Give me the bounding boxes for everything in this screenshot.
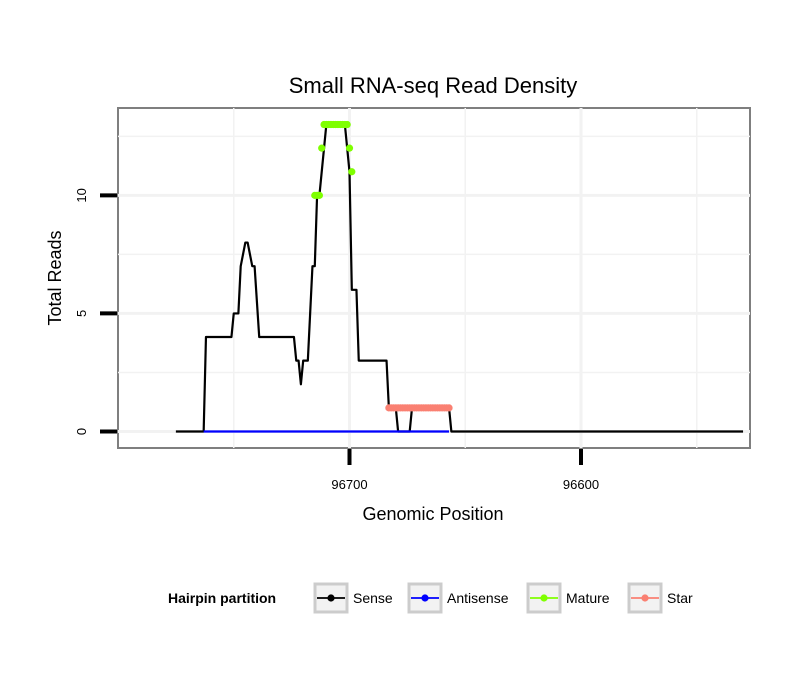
series-mature-point [343, 120, 351, 129]
legend-label: Star [667, 590, 693, 606]
series-mature-point [318, 144, 326, 152]
legend-item-sense: Sense [313, 582, 393, 614]
legend-label: Sense [353, 590, 393, 606]
legend-item-mature: Mature [526, 582, 610, 614]
axes: 96700 96600 0 5 10 [74, 188, 599, 492]
series-star-point [445, 404, 453, 412]
legend-label: Mature [566, 590, 610, 606]
legend-label: Antisense [447, 590, 509, 606]
legend: Hairpin partition Sense Antisense Mature St… [168, 582, 693, 614]
legend-title: Hairpin partition [168, 590, 276, 606]
chart-title: Small RNA-seq Read Density [289, 73, 578, 98]
legend-key-point [641, 594, 649, 602]
legend-key-point [421, 594, 429, 602]
series-mature-point [315, 191, 324, 199]
legend-item-antisense: Antisense [407, 582, 509, 614]
plot-panel [117, 107, 751, 449]
x-tick-label: 96700 [331, 477, 367, 492]
y-tick-label: 10 [74, 188, 89, 202]
series-mature-point [345, 144, 354, 152]
series-sense-line [175, 123, 744, 433]
series-layer [175, 120, 744, 433]
series-mature-point [348, 168, 356, 176]
x-tick-label: 96600 [563, 477, 599, 492]
legend-key-point [540, 594, 548, 602]
legend-key-point [327, 594, 335, 602]
y-tick-label: 5 [74, 310, 89, 317]
y-axis-label: Total Reads [45, 230, 65, 325]
y-tick-label: 0 [74, 428, 89, 435]
legend-item-star: Star [627, 582, 693, 614]
x-axis-label: Genomic Position [362, 504, 503, 524]
